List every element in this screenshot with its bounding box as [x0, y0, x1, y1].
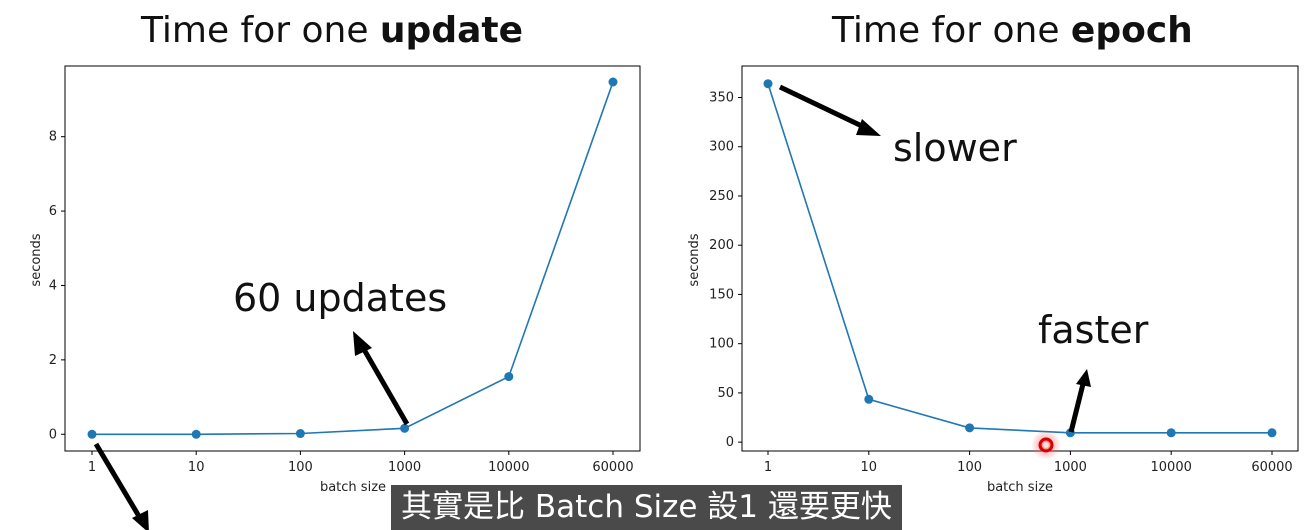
y-tick-label: 50 — [717, 386, 734, 401]
y-axis-label: seconds — [687, 233, 702, 286]
data-point — [608, 77, 618, 87]
arrow-updates — [353, 331, 410, 426]
x-axis-ticks: 1 10 100 1000 10000 60000 — [764, 451, 1293, 475]
arrow-slower — [778, 84, 881, 136]
y-tick-label: 6 — [49, 204, 57, 219]
title-prefix: Time for one — [141, 10, 380, 51]
data-point — [295, 429, 305, 439]
y-tick-label: 8 — [49, 130, 57, 145]
y-tick-label: 250 — [709, 189, 734, 204]
x-tick-label: 10000 — [488, 460, 529, 475]
title-prefix: Time for one — [832, 10, 1071, 51]
arrow-bottom-left — [93, 442, 149, 530]
data-point — [1166, 428, 1176, 438]
series-points — [763, 79, 1277, 438]
annotation-faster: faster — [1038, 308, 1149, 352]
video-subtitle: 其實是比 Batch Size 設1 還要更快 — [391, 485, 902, 530]
y-tick-label: 350 — [709, 91, 734, 106]
y-tick-label: 4 — [49, 278, 57, 293]
series-points — [87, 77, 618, 439]
data-point — [1267, 428, 1277, 438]
x-tick-label: 10 — [861, 460, 878, 475]
chart-epoch: 1 10 100 1000 10000 60000 0 50 100 150 200 250 300 3… — [687, 65, 1299, 495]
data-point — [504, 372, 514, 382]
y-tick-label: 0 — [49, 427, 57, 442]
x-tick-label: 1 — [88, 460, 96, 475]
chart-title-update: Time for one update — [141, 10, 523, 51]
y-tick-label: 2 — [49, 353, 57, 368]
data-point — [763, 79, 773, 89]
x-tick-label: 1000 — [1054, 460, 1087, 475]
data-point — [191, 429, 201, 439]
x-tick-label: 10000 — [1151, 460, 1192, 475]
series-line — [767, 83, 1272, 434]
x-axis-ticks: 1 10 100 1000 10000 60000 — [88, 451, 634, 475]
data-point — [400, 423, 410, 433]
y-tick-label: 100 — [709, 337, 734, 352]
annotation-60-updates: 60 updates — [233, 276, 448, 320]
data-point — [965, 423, 975, 433]
plot-frame — [64, 65, 641, 452]
series-line — [92, 81, 614, 436]
x-tick-label: 1000 — [388, 460, 421, 475]
annotation-arrows — [93, 84, 1091, 530]
chart-update: 1 10 100 1000 10000 60000 0 2 4 6 8 batch size se… — [29, 65, 641, 495]
x-tick-label: 60000 — [592, 460, 633, 475]
x-tick-label: 100 — [288, 460, 313, 475]
y-axis-label: seconds — [29, 233, 44, 286]
y-tick-label: 200 — [709, 238, 734, 253]
chart-title-epoch: Time for one epoch — [832, 10, 1193, 51]
y-tick-label: 0 — [726, 435, 734, 450]
x-axis-label: batch size — [320, 480, 386, 495]
x-axis-label: batch size — [987, 480, 1053, 495]
y-axis-ticks: 0 50 100 150 200 250 300 350 — [709, 91, 742, 450]
annotation-slower: slower — [893, 126, 1017, 170]
y-tick-label: 300 — [709, 140, 734, 155]
title-bold-word: update — [379, 10, 524, 51]
x-tick-label: 10 — [188, 460, 205, 475]
x-tick-label: 60000 — [1251, 460, 1292, 475]
x-tick-label: 1 — [764, 460, 772, 475]
y-axis-ticks: 0 2 4 6 8 — [49, 130, 65, 442]
data-point — [864, 394, 874, 404]
plot-frame — [741, 65, 1299, 452]
title-bold-word: epoch — [1070, 10, 1193, 51]
x-tick-label: 100 — [957, 460, 982, 475]
arrow-faster — [1068, 369, 1091, 433]
cursor-pointer-icon — [1031, 430, 1061, 460]
y-tick-label: 150 — [709, 287, 734, 302]
data-point — [87, 429, 97, 439]
